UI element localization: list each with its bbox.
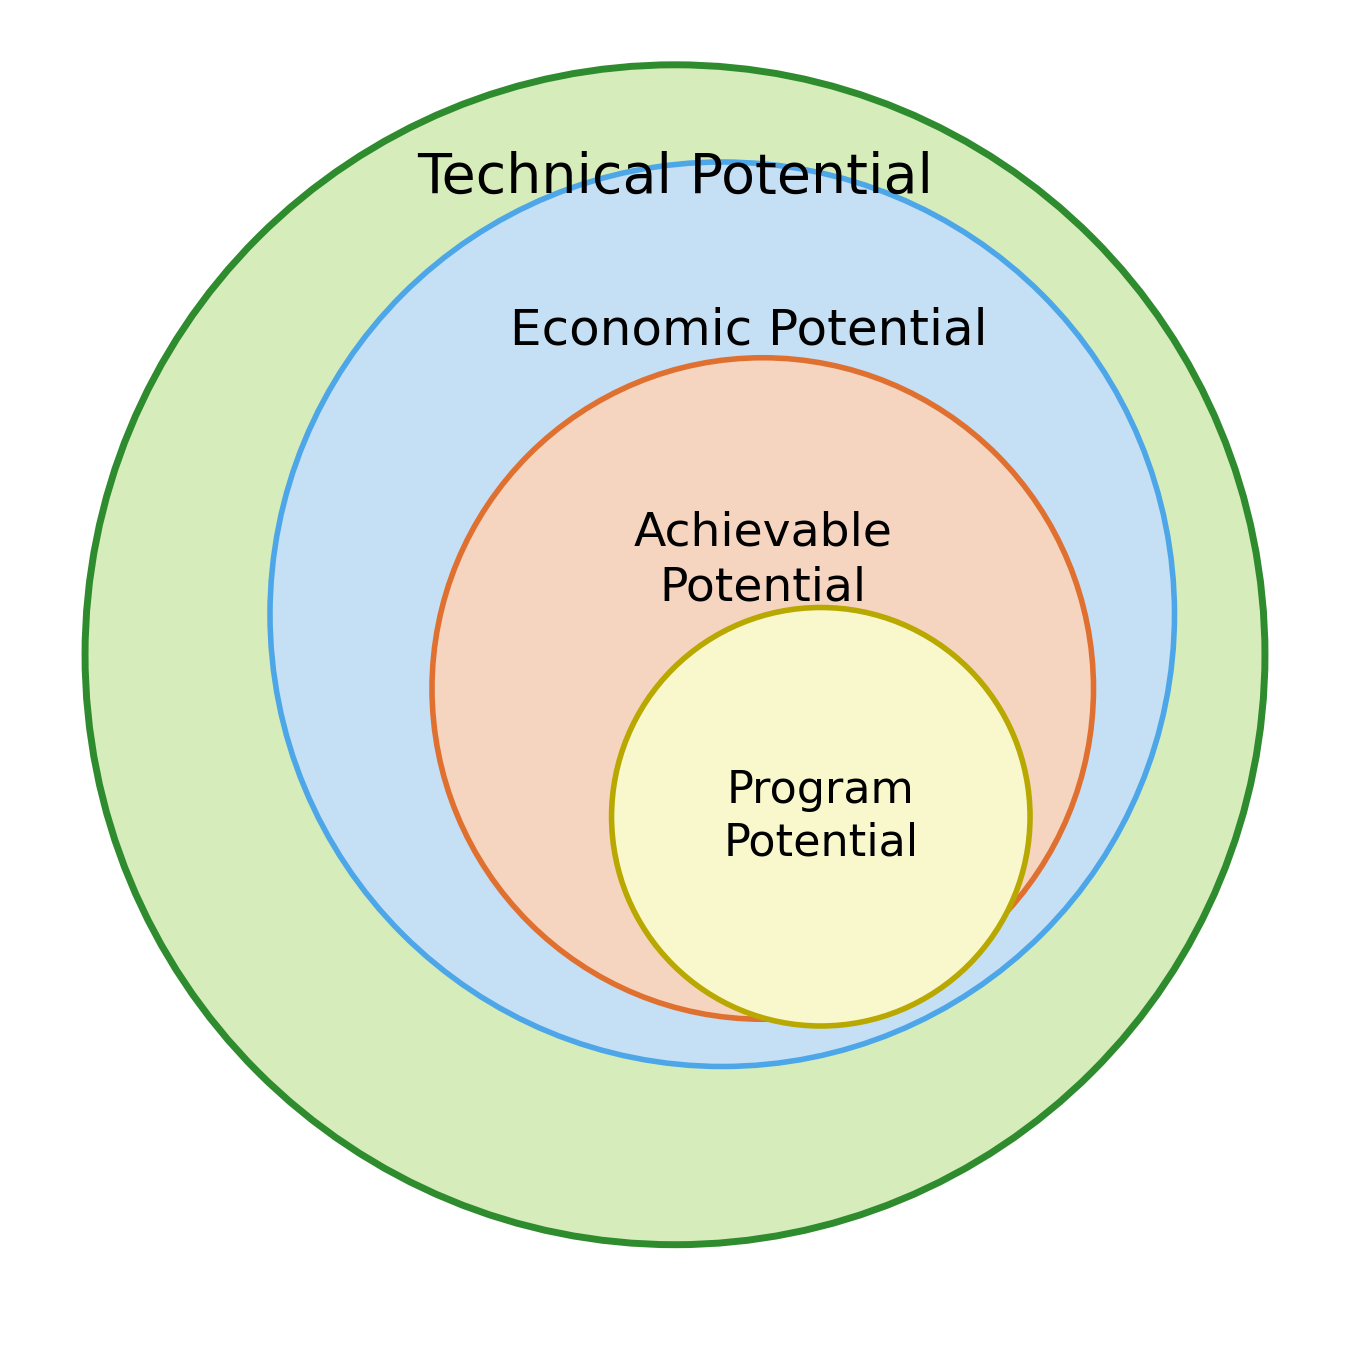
Circle shape	[432, 358, 1094, 1019]
Circle shape	[85, 65, 1265, 1245]
Text: Technical Potential: Technical Potential	[417, 151, 933, 205]
Text: Achievable
Potential: Achievable Potential	[633, 510, 892, 610]
Text: Program
Potential: Program Potential	[724, 768, 918, 865]
Circle shape	[612, 608, 1030, 1026]
Circle shape	[270, 162, 1174, 1066]
Text: Economic Potential: Economic Potential	[510, 306, 988, 355]
